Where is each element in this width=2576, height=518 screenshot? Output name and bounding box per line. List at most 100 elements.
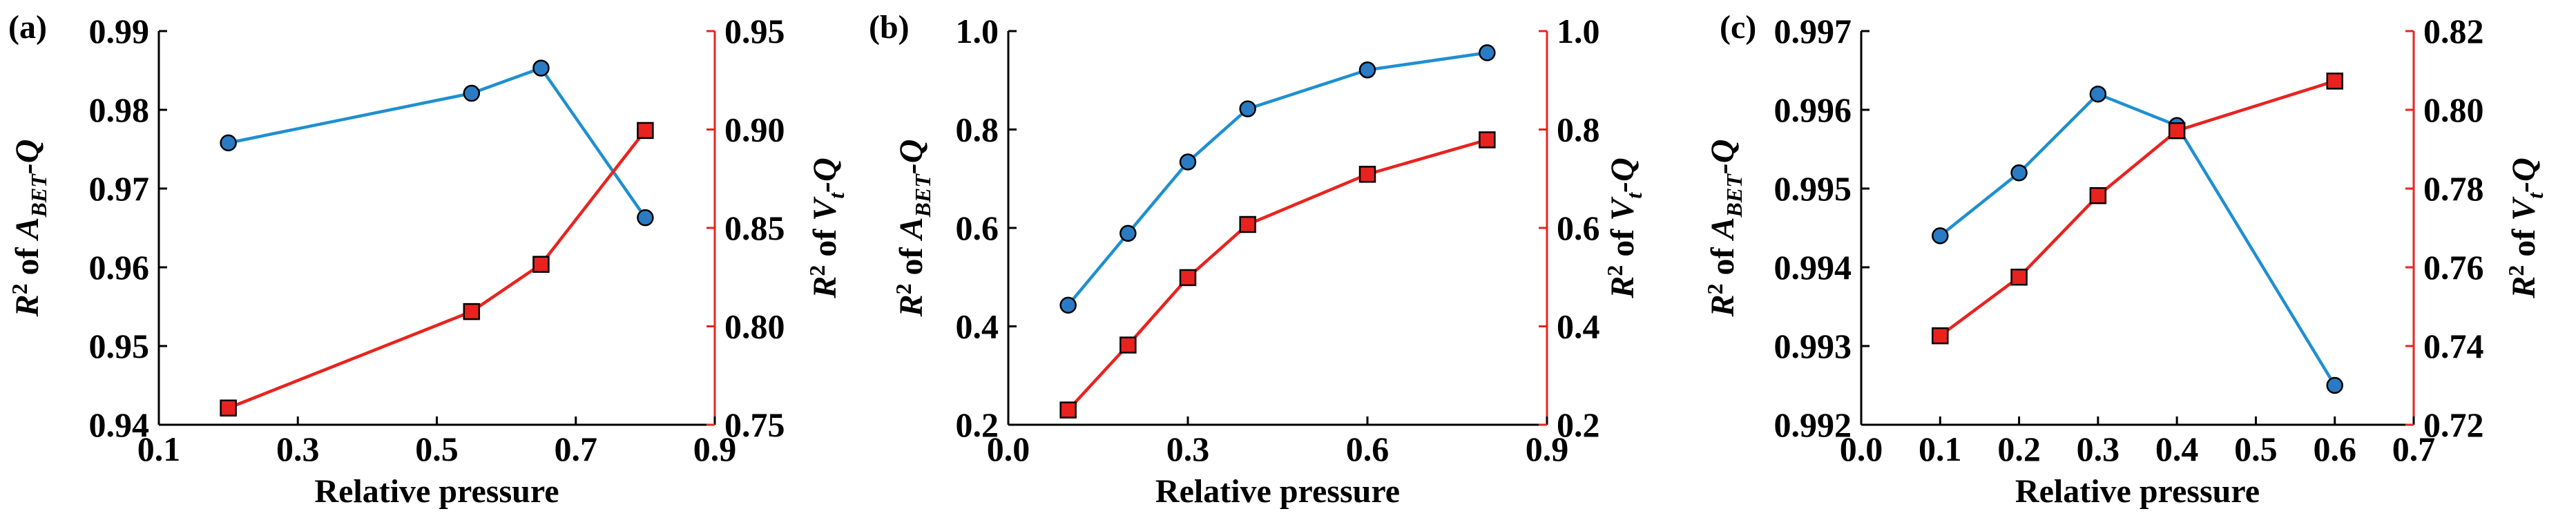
right-tick-label: 0.8: [1557, 111, 1600, 149]
right-tick-label: 0.76: [2423, 248, 2484, 287]
x-axis-label: Relative pressure: [1155, 473, 1400, 510]
data-point-circle: [2089, 85, 2107, 103]
x-tick-label: 0.5: [2234, 430, 2278, 468]
x-tick-label: 0.3: [276, 430, 320, 468]
data-point-square: [1239, 215, 1256, 233]
data-point-square: [532, 256, 550, 273]
left-tick-label: 0.994: [1774, 248, 1852, 287]
x-axis-label: Relative pressure: [2015, 473, 2260, 510]
left-tick-label: 0.97: [89, 169, 150, 208]
left-tick-label: 0.98: [89, 90, 150, 129]
x-axis-label: Relative pressure: [314, 473, 559, 510]
left-tick-label: 0.995: [1774, 169, 1852, 208]
data-point-square: [1119, 336, 1137, 354]
data-point-circle: [463, 84, 481, 102]
data-point-circle: [2010, 164, 2028, 182]
series-line-abet: [228, 66, 647, 219]
left-tick-label: 0.6: [956, 209, 999, 247]
left-tick-label: 1.0: [956, 12, 999, 50]
series-line-vt: [227, 129, 647, 410]
right-axis-label: R2 of Vt-Q: [805, 157, 849, 299]
series-line-vt: [1067, 138, 1488, 412]
right-tick-label: 0.90: [724, 111, 785, 149]
data-point-square: [463, 303, 481, 320]
right-tick-label: 0.6: [1557, 209, 1600, 247]
left-axis-label: R2 of ABET-Q: [891, 140, 935, 318]
left-tick-label: 0.95: [89, 327, 150, 365]
right-tick-label: 0.2: [1557, 405, 1600, 444]
right-tick-label: 0.78: [2423, 169, 2484, 208]
data-point-square: [1358, 166, 1376, 183]
right-tick-label: 0.80: [2423, 90, 2484, 129]
left-tick-label: 0.99: [89, 12, 150, 50]
data-point-square: [1179, 269, 1197, 287]
right-tick-label: 0.85: [724, 209, 785, 247]
x-tick-label: 0.9: [1526, 430, 1569, 468]
data-point-circle: [1239, 100, 1256, 117]
series-line-abet: [1066, 51, 1488, 307]
right-tick-label: 0.75: [724, 405, 785, 444]
x-tick-label: 0.6: [1346, 430, 1390, 468]
left-tick-label: 0.8: [956, 111, 999, 149]
x-tick-label: 0.3: [2077, 430, 2120, 468]
data-point-circle: [1119, 224, 1137, 242]
right-tick-label: 0.74: [2423, 327, 2484, 365]
data-point-circle: [1358, 61, 1376, 79]
right-axis-label: R2 of Vt-Q: [2503, 157, 2548, 299]
data-point-circle: [220, 134, 237, 152]
panel-label: (a): [8, 9, 47, 46]
x-tick-label: 0.4: [2155, 430, 2199, 468]
series-line-vt: [1939, 79, 2336, 337]
right-tick-label: 0.72: [2423, 405, 2484, 444]
panel-label: (c): [1720, 9, 1756, 46]
left-tick-label: 0.997: [1774, 12, 1852, 50]
right-axis-label: R2 of Vt-Q: [1602, 157, 1646, 299]
right-tick-label: 0.95: [724, 12, 785, 50]
x-tick-label: 0.1: [137, 430, 181, 468]
chart-panel-3: (c) 0.0 0.1 0.2 0.3 0.4 0.5 0.6 0.7 0.992 0.993 0.9…: [1702, 9, 2548, 510]
x-tick-label: 0.5: [415, 430, 459, 468]
data-point-square: [220, 399, 237, 417]
right-tick-label: 0.82: [2423, 12, 2484, 50]
panel-label: (b): [869, 9, 910, 46]
data-point-circle: [1059, 296, 1077, 314]
x-tick-label: 0.0: [987, 430, 1030, 468]
left-tick-label: 0.4: [956, 307, 999, 346]
data-point-square: [2089, 187, 2107, 204]
left-tick-label: 0.992: [1774, 405, 1852, 444]
data-point-square: [2168, 122, 2186, 140]
right-tick-label: 0.80: [724, 307, 785, 346]
x-tick-label: 0.7: [2392, 430, 2436, 468]
left-tick-label: 0.94: [89, 405, 150, 444]
data-point-square: [2326, 73, 2343, 90]
x-tick-label: 0.9: [693, 430, 737, 468]
left-tick-label: 0.2: [956, 405, 999, 444]
chart-panel-1: (a) 0.1 0.3 0.5 0.7 0.9 0.94 0.95 0.96 0.97 0.98 0.…: [7, 9, 849, 510]
data-point-circle: [637, 209, 654, 227]
data-point-circle: [2326, 376, 2343, 394]
data-point-circle: [532, 59, 550, 77]
right-tick-label: 1.0: [1557, 12, 1600, 50]
x-tick-label: 0.0: [1840, 430, 1883, 468]
left-tick-label: 0.996: [1774, 90, 1852, 129]
x-tick-label: 0.3: [1166, 430, 1210, 468]
left-axis-label: R2 of ABET-Q: [1702, 140, 1747, 318]
data-point-circle: [1932, 227, 1949, 244]
x-tick-label: 0.6: [2313, 430, 2356, 468]
data-point-circle: [1179, 153, 1197, 171]
series-line-abet: [1939, 92, 2336, 387]
data-point-square: [1932, 327, 1949, 345]
data-point-square: [637, 122, 654, 140]
data-point-square: [2010, 269, 2028, 286]
data-point-circle: [1479, 44, 1496, 61]
data-point-square: [1479, 131, 1496, 148]
right-tick-label: 0.4: [1557, 307, 1600, 346]
x-tick-label: 0.7: [555, 430, 598, 468]
left-tick-label: 0.993: [1774, 327, 1852, 365]
left-axis-label: R2 of ABET-Q: [7, 140, 51, 318]
x-tick-label: 0.1: [1919, 430, 1962, 468]
data-point-square: [1059, 401, 1077, 419]
left-tick-label: 0.96: [89, 248, 150, 287]
chart-panel-2: (b)0.0 0.3 0.6 0.90.20.40.60.81.00.20.40.60…: [869, 9, 1646, 510]
